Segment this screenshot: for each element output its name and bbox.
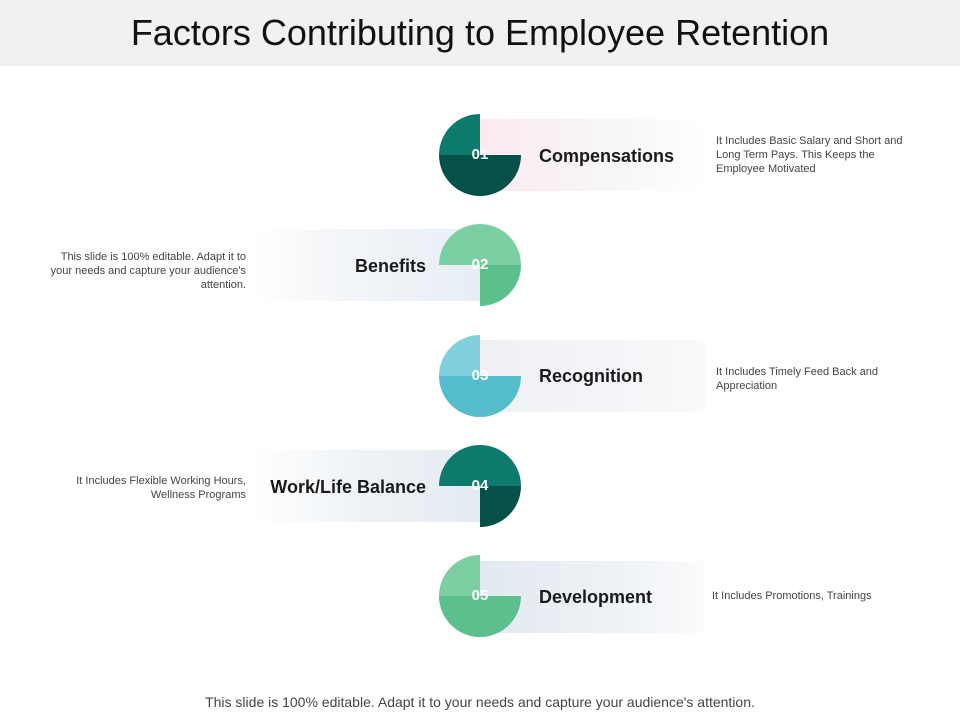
step-1-label: Compensations bbox=[539, 146, 675, 166]
title-bar bbox=[0, 0, 960, 66]
step-5-label: Development bbox=[539, 587, 653, 607]
slide-title: Factors Contributing to Employee Retenti… bbox=[130, 12, 830, 53]
step-3-label: Recognition bbox=[539, 366, 643, 386]
step-5-number: 05 bbox=[471, 587, 489, 604]
step-3-circle: 03 bbox=[439, 335, 521, 417]
step-4-label: Work/Life Balance bbox=[270, 477, 426, 497]
step-4-circle: 04 bbox=[439, 445, 521, 527]
step-3-number: 03 bbox=[471, 367, 489, 384]
step-5-circle: 05 bbox=[439, 555, 521, 637]
step-2-label: Benefits bbox=[354, 256, 426, 276]
step-1-circle: 01 bbox=[439, 114, 521, 196]
step-4-description: It Includes Flexible Working Hours, Well… bbox=[76, 475, 246, 501]
step-1-number: 01 bbox=[471, 146, 489, 163]
step-2-circle: 02 bbox=[439, 224, 521, 306]
step-2-description: This slide is 100% editable. Adapt it to… bbox=[50, 251, 246, 291]
step-3-description: It Includes Timely Feed Back and Appreci… bbox=[716, 366, 879, 392]
step-2-number: 02 bbox=[471, 256, 489, 273]
step-4-number: 04 bbox=[471, 477, 489, 494]
step-1-description: It Includes Basic Salary and Short and L… bbox=[716, 135, 903, 175]
step-5-description: It Includes Promotions, Trainings bbox=[712, 590, 872, 602]
footer-note: This slide is 100% editable. Adapt it to… bbox=[205, 694, 755, 710]
